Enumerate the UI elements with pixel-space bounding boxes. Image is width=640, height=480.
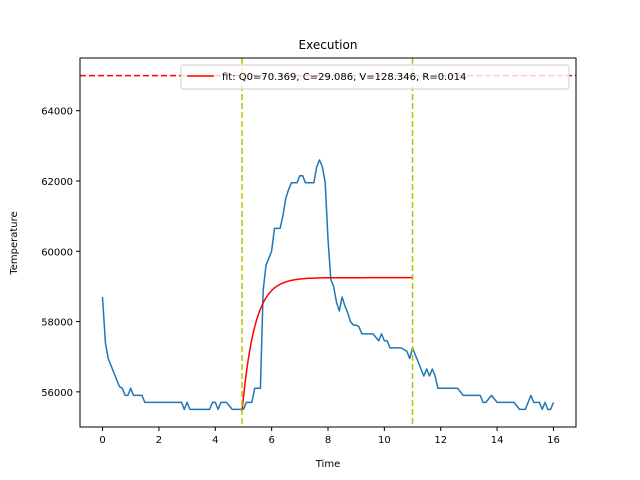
y-tick-label: 60000	[41, 247, 73, 258]
x-tick-label: 14	[491, 435, 504, 446]
plot-area	[79, 57, 577, 428]
x-tick-label: 6	[268, 435, 274, 446]
x-tick-label: 10	[378, 435, 391, 446]
x-axis-label: Time	[315, 459, 340, 470]
series-line-fit	[241, 276, 413, 412]
chart-title: Execution	[299, 38, 358, 52]
y-axis-label: Temperature	[9, 211, 20, 275]
y-tick-label: 56000	[41, 388, 73, 399]
series-line-temperature	[101, 159, 555, 411]
x-tick-label: 12	[434, 435, 447, 446]
x-tick-label: 8	[325, 435, 331, 446]
y-tick-label: 58000	[41, 318, 73, 329]
x-tick-label: 4	[212, 435, 218, 446]
axis-ticks: 0 2 4 6 8 10 12 14 16 56000 58000 60000 62000 64000	[41, 107, 560, 446]
y-tick-label: 64000	[41, 107, 73, 118]
x-tick-label: 2	[156, 435, 162, 446]
legend-entry-fit: fit: Q0=70.369, C=29.086, V=128.346, R=0…	[222, 72, 466, 83]
x-tick-label: 16	[547, 435, 560, 446]
legend: fit: Q0=70.369, C=29.086, V=128.346, R=0…	[180, 64, 570, 90]
x-tick-label: 0	[99, 435, 105, 446]
y-tick-label: 62000	[41, 177, 73, 188]
legend-box	[180, 64, 570, 90]
